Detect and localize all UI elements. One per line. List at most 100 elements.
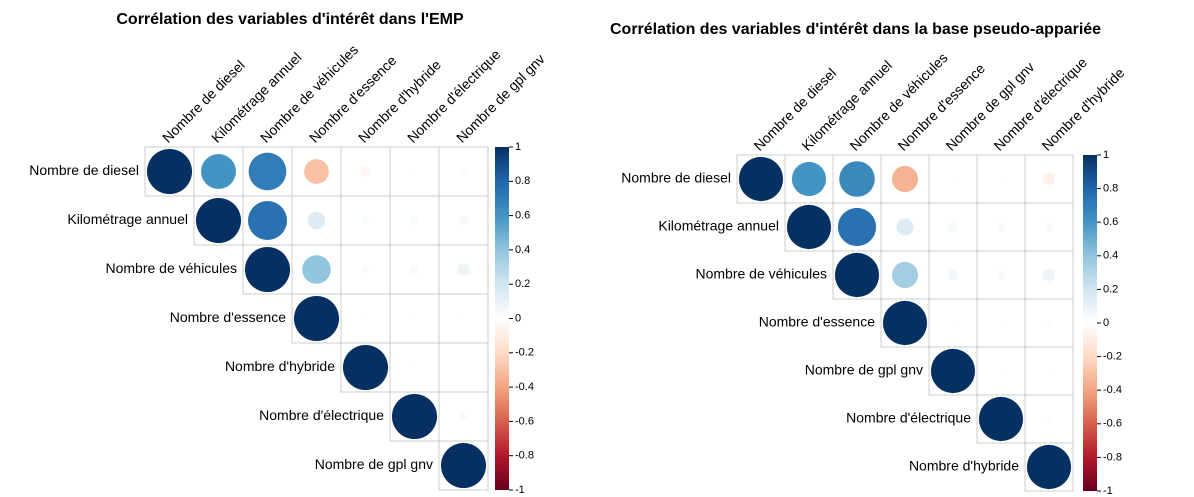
correlation-circle <box>996 270 1006 280</box>
corrplot: Corrélation des variables d'intérêt dans… <box>610 21 1128 497</box>
correlation-circle <box>998 320 1004 326</box>
correlation-circle <box>409 264 420 275</box>
row-label: Nombre d'hybride <box>225 358 335 374</box>
correlation-circle <box>998 176 1004 182</box>
correlation-circle <box>146 148 193 195</box>
correlation-circle <box>950 176 956 182</box>
correlation-circle <box>996 222 1006 232</box>
color-bar-label: 0.2 <box>515 278 530 290</box>
correlation-circle <box>882 300 928 346</box>
correlation-circle <box>1045 319 1053 327</box>
correlation-circle <box>201 154 236 189</box>
column-label: Nombre d'essence <box>306 52 400 146</box>
color-bar-label: -0.4 <box>1103 384 1122 396</box>
color-bar-label: 1 <box>1103 149 1109 161</box>
correlation-circle <box>839 161 875 197</box>
correlation-circle <box>837 207 877 247</box>
correlation-circle <box>304 159 329 184</box>
correlation-circle <box>978 396 1024 442</box>
correlation-circle <box>896 218 914 236</box>
column-label: Nombre de diesel <box>750 65 839 154</box>
color-bar-label: 0.6 <box>515 210 530 222</box>
correlation-circle <box>361 265 370 274</box>
correlation-circle <box>930 348 976 394</box>
color-bar <box>1083 155 1097 491</box>
correlation-circle <box>302 255 331 284</box>
color-bar-label: -1 <box>515 484 525 496</box>
color-bar-label: 0 <box>1103 317 1109 329</box>
correlation-circle <box>195 197 242 244</box>
correlation-circle <box>791 161 827 197</box>
correlation-circle <box>786 204 832 250</box>
correlation-circle <box>459 412 468 421</box>
correlation-circle <box>457 263 470 276</box>
correlation-circle <box>998 368 1004 374</box>
color-bar-label: -0.2 <box>515 347 534 359</box>
correlation-circle <box>412 316 417 321</box>
color-bar-label: 1 <box>515 141 521 153</box>
column-label: Nombre d'électrique <box>404 46 504 146</box>
color-bar-label: -1 <box>1103 485 1113 497</box>
correlation-circle <box>738 156 784 202</box>
correlation-circle <box>461 316 466 321</box>
correlation-circle <box>1046 368 1052 374</box>
color-bar <box>495 147 509 490</box>
row-label: Nombre de véhicules <box>695 266 827 282</box>
correlation-circle <box>1045 415 1053 423</box>
corrplot: Corrélation des variables d'intérêt dans… <box>29 11 548 496</box>
correlation-circle <box>947 269 959 281</box>
chart-title: Corrélation des variables d'intérêt dans… <box>116 11 464 28</box>
correlation-circle <box>891 261 919 289</box>
color-bar-label: -0.8 <box>515 450 534 462</box>
row-label: Nombre d'électrique <box>846 410 971 426</box>
correlation-circle <box>834 252 880 298</box>
column-label: Nombre d'électrique <box>990 54 1090 154</box>
correlation-circle <box>293 295 340 342</box>
color-bar-label: 0.4 <box>1103 250 1118 262</box>
color-bar-label: 0.2 <box>1103 283 1118 295</box>
correlation-circle <box>1042 268 1056 282</box>
correlation-circle <box>891 165 919 193</box>
correlation-circle <box>244 246 291 293</box>
column-label: Nombre de gpl gnv <box>942 59 1037 154</box>
correlation-circle <box>412 169 417 174</box>
row-label: Nombre d'électrique <box>259 407 384 423</box>
row-label: Nombre de gpl gnv <box>315 456 433 472</box>
correlation-circle <box>948 222 958 232</box>
correlation-circle <box>361 216 370 225</box>
row-label: Nombre d'essence <box>759 314 876 330</box>
color-bar-label: 0.8 <box>515 175 530 187</box>
correlation-circle <box>247 200 288 241</box>
color-bar-label: 0 <box>515 312 521 324</box>
color-bar-label: 0.4 <box>515 244 530 256</box>
correlation-circle <box>458 215 469 226</box>
correlation-circle <box>1044 222 1054 232</box>
correlation-circle <box>342 344 389 391</box>
row-label: Kilométrage annuel <box>67 211 188 227</box>
row-label: Nombre de diesel <box>29 162 139 178</box>
correlation-circle <box>412 365 417 370</box>
column-label: Kilométrage annuel <box>798 57 895 154</box>
correlation-circle <box>460 168 467 175</box>
correlation-circle <box>461 365 466 370</box>
row-label: Nombre de véhicules <box>105 260 237 276</box>
row-label: Kilométrage annuel <box>658 218 779 234</box>
correlation-circle <box>391 393 438 440</box>
color-bar-label: -0.2 <box>1103 351 1122 363</box>
color-bar-label: -0.8 <box>1103 451 1122 463</box>
color-bar-label: -0.6 <box>1103 418 1122 430</box>
correlation-circle <box>363 316 368 321</box>
correlation-circle <box>409 215 420 226</box>
correlation-circle <box>1042 172 1056 186</box>
column-label: Nombre d'hybride <box>355 56 444 145</box>
color-bar-label: -0.6 <box>515 415 534 427</box>
row-label: Nombre de gpl gnv <box>805 362 923 378</box>
correlation-circle <box>950 320 956 326</box>
row-label: Nombre d'hybride <box>909 458 1019 474</box>
correlation-circle <box>440 442 487 489</box>
row-label: Nombre de diesel <box>621 170 731 186</box>
color-bar-label: -0.4 <box>515 381 534 393</box>
column-label: Kilométrage annuel <box>208 49 305 146</box>
column-label: Nombre de gpl gnv <box>453 51 548 146</box>
